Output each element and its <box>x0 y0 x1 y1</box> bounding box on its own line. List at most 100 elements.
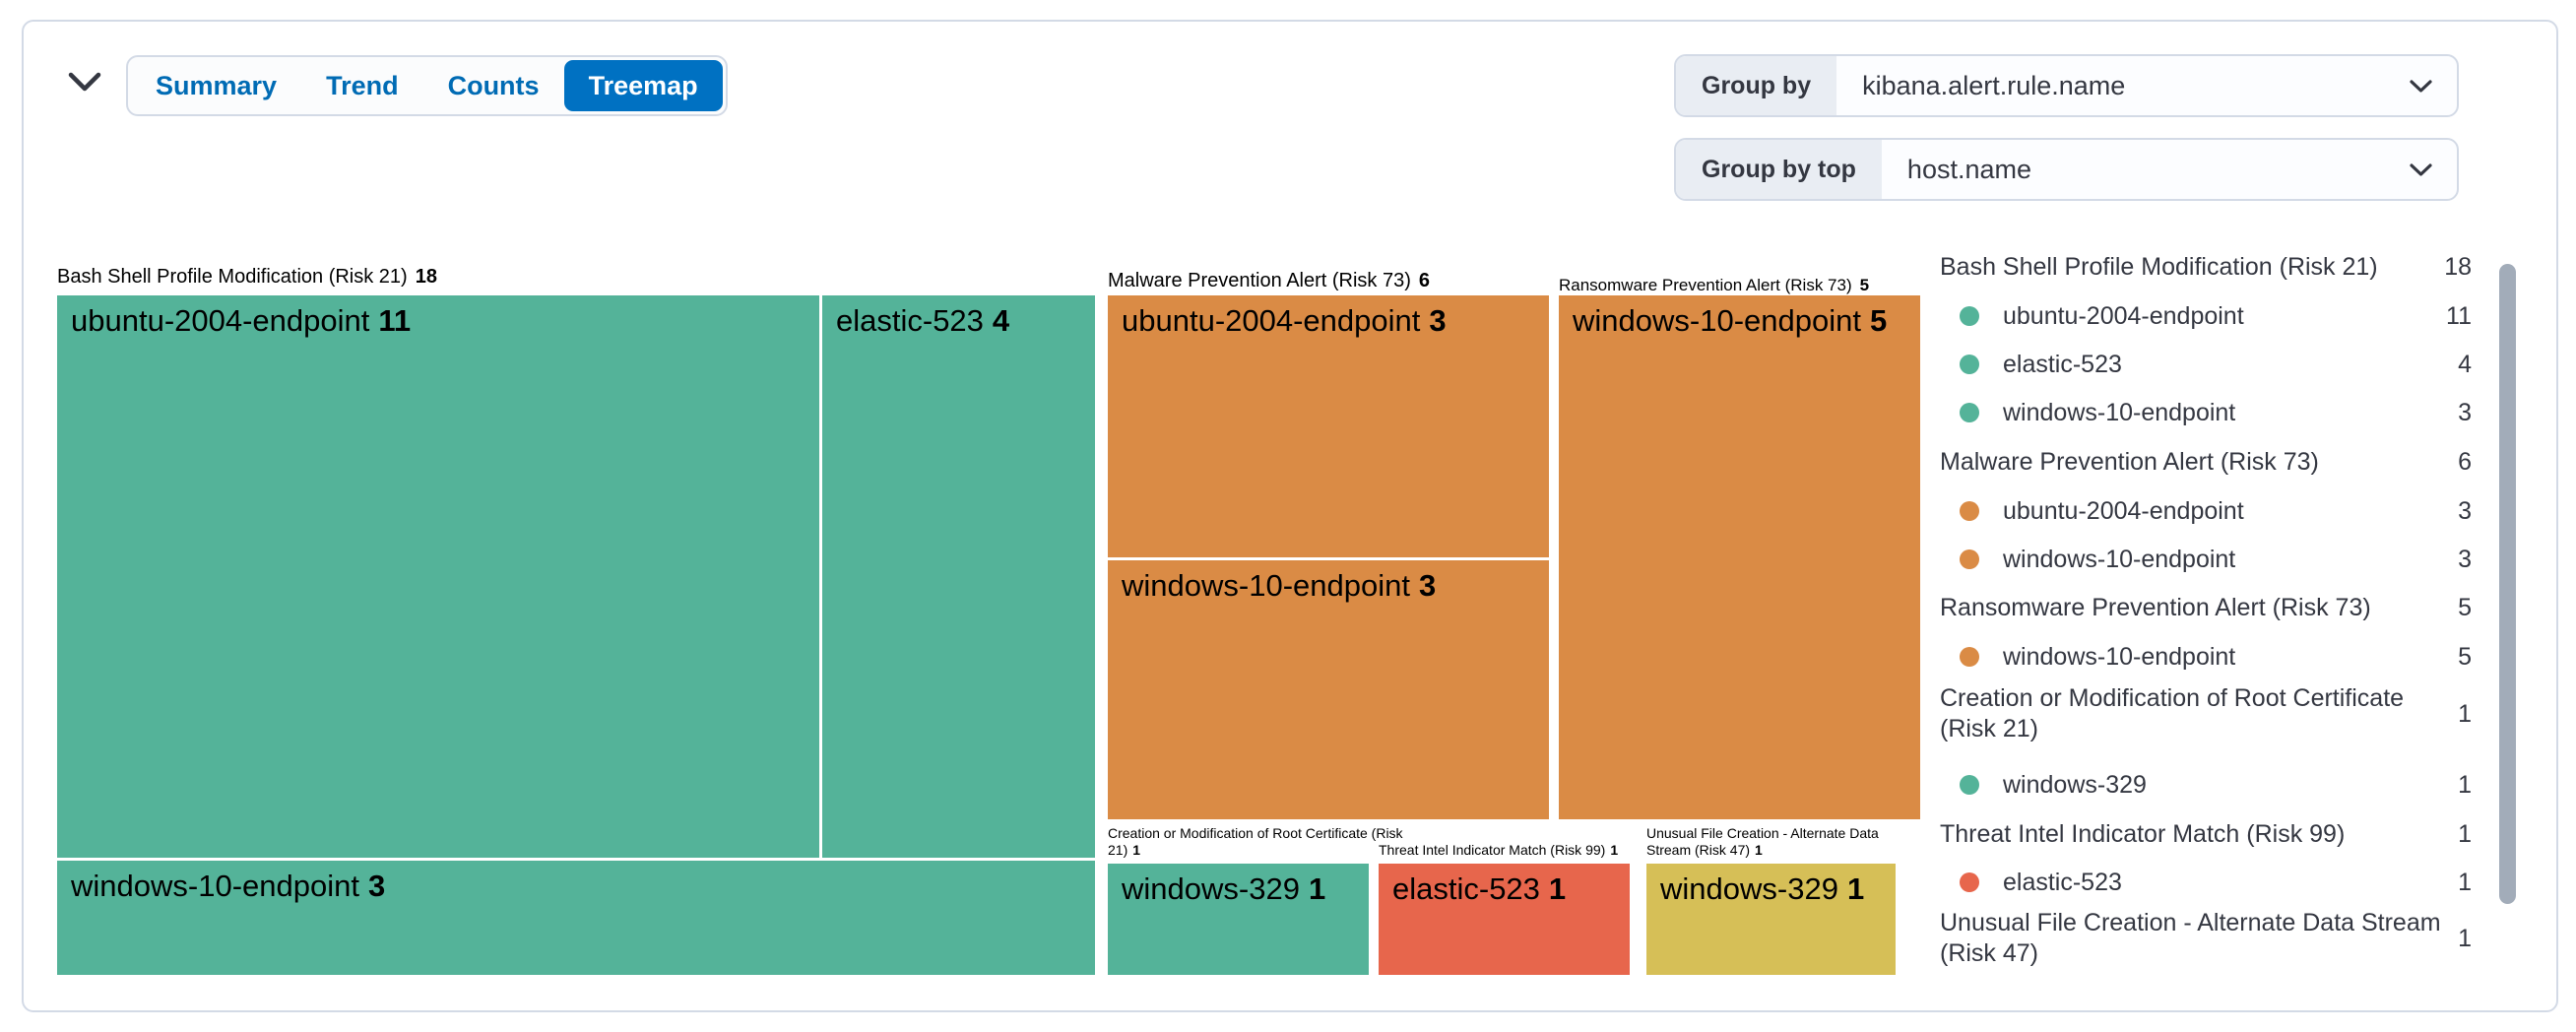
legend-host-row[interactable]: windows-329 1 <box>1940 760 2478 809</box>
chevron-down-icon <box>67 70 102 97</box>
legend-label[interactable]: elastic-523 <box>2003 350 2122 378</box>
legend-count: 1 <box>2458 699 2472 728</box>
cell-host-name: windows-329 <box>1122 871 1300 906</box>
legend-label[interactable]: Malware Prevention Alert (Risk 73) <box>1940 447 2319 476</box>
treemap-group-header: Threat Intel Indicator Match (Risk 99) 1 <box>1379 842 1704 859</box>
cell-host-name: ubuntu-2004-endpoint <box>1122 303 1421 338</box>
legend-host-row[interactable]: windows-10-endpoint 5 <box>1940 632 2478 681</box>
treemap-cell[interactable]: windows-329 1 <box>1108 864 1369 975</box>
legend-rule-row[interactable]: Creation or Modification of Root Certifi… <box>1940 681 2478 746</box>
legend-rule-row[interactable]: Malware Prevention Alert (Risk 73) 6 <box>1940 437 2478 486</box>
group-count: 1 <box>1132 842 1141 858</box>
legend-count: 6 <box>2458 447 2472 476</box>
legend-rule-row[interactable]: Threat Intel Indicator Match (Risk 99) 1 <box>1940 809 2478 859</box>
group-count: 18 <box>415 266 437 288</box>
legend-color-dot-icon <box>1960 501 1979 521</box>
legend-color-dot-icon <box>1960 306 1979 326</box>
treemap-cell[interactable]: elastic-523 4 <box>822 295 1095 858</box>
chevron-down-icon <box>2409 56 2457 115</box>
chevron-down-icon <box>2409 140 2457 199</box>
group-by-select[interactable]: Group by kibana.alert.rule.name <box>1674 54 2459 117</box>
cell-count: 4 <box>992 303 1010 338</box>
legend-host-row[interactable]: ubuntu-2004-endpoint 3 <box>1940 486 2478 536</box>
treemap-group-header: Unusual File Creation - Alternate Data S… <box>1646 825 1912 859</box>
treemap-cell[interactable]: ubuntu-2004-endpoint 3 <box>1108 295 1549 557</box>
treemap-cell[interactable]: ubuntu-2004-endpoint 11 <box>57 295 819 858</box>
group-by-value: kibana.alert.rule.name <box>1862 70 2126 100</box>
collapse-section-button[interactable] <box>57 59 112 106</box>
cell-host-name: windows-10-endpoint <box>71 869 359 903</box>
tab-counts[interactable]: Counts <box>447 70 540 100</box>
treemap-cell[interactable]: windows-10-endpoint 3 <box>1108 560 1549 819</box>
tab-treemap[interactable]: Treemap <box>563 60 723 111</box>
cell-count: 3 <box>367 869 386 903</box>
legend-color-dot-icon <box>1960 647 1979 667</box>
legend-count: 1 <box>2458 868 2472 896</box>
legend-count: 3 <box>2458 545 2472 573</box>
legend-count: 18 <box>2444 252 2472 281</box>
legend-label[interactable]: elastic-523 <box>2003 868 2122 896</box>
cell-count: 3 <box>1429 303 1447 338</box>
group-by-top-select[interactable]: Group by top host.name <box>1674 138 2459 201</box>
legend-label[interactable]: Unusual File Creation - Alternate Data S… <box>1940 909 2441 967</box>
legend-label[interactable]: ubuntu-2004-endpoint <box>2003 301 2244 330</box>
cell-count: 5 <box>1869 303 1888 338</box>
legend-count: 1 <box>2458 770 2472 799</box>
legend-label[interactable]: Threat Intel Indicator Match (Risk 99) <box>1940 819 2346 848</box>
legend-color-dot-icon <box>1960 872 1979 892</box>
legend-host-row[interactable]: ubuntu-2004-endpoint 11 <box>1940 291 2478 341</box>
legend-rule-row[interactable]: Bash Shell Profile Modification (Risk 21… <box>1940 242 2478 291</box>
treemap-group-header: Ransomware Prevention Alert (Risk 73) 5 <box>1559 274 1869 296</box>
legend-label[interactable]: windows-10-endpoint <box>2003 642 2236 671</box>
cell-count: 1 <box>1548 871 1567 906</box>
group-rule-name: Creation or Modification of Root Certifi… <box>1108 825 1403 858</box>
legend-host-row[interactable]: windows-10-endpoint 3 <box>1940 535 2478 584</box>
treemap-group-header: Bash Shell Profile Modification (Risk 21… <box>57 266 437 289</box>
cell-count: 3 <box>1418 568 1437 603</box>
legend-color-dot-icon <box>1960 355 1979 374</box>
group-by-label: Group by <box>1676 56 1837 115</box>
group-by-top-value: host.name <box>1906 154 2031 184</box>
treemap-cell[interactable]: windows-329 1 <box>1646 864 1896 975</box>
legend-label[interactable]: windows-10-endpoint <box>2003 545 2236 573</box>
legend-label[interactable]: ubuntu-2004-endpoint <box>2003 496 2244 525</box>
treemap-cell[interactable]: elastic-523 1 <box>1379 864 1630 975</box>
group-count: 6 <box>1418 270 1431 291</box>
group-rule-name: Bash Shell Profile Modification (Risk 21… <box>57 266 408 288</box>
legend-label[interactable]: windows-329 <box>2003 770 2147 799</box>
legend-label[interactable]: windows-10-endpoint <box>2003 398 2236 426</box>
tab-trend[interactable]: Trend <box>326 70 399 100</box>
legend-label[interactable]: Ransomware Prevention Alert (Risk 73) <box>1940 593 2371 621</box>
group-rule-name: Unusual File Creation - Alternate Data S… <box>1646 825 1879 858</box>
legend-color-dot-icon <box>1960 403 1979 422</box>
legend-count: 3 <box>2458 496 2472 525</box>
group-rule-name: Ransomware Prevention Alert (Risk 73) <box>1559 276 1852 294</box>
treemap-cell[interactable]: windows-10-endpoint 3 <box>57 861 1095 975</box>
group-count: 1 <box>1755 842 1763 858</box>
treemap-cell[interactable]: windows-10-endpoint 5 <box>1559 295 1920 819</box>
group-count: 1 <box>1610 842 1619 858</box>
legend-host-row[interactable]: elastic-523 1 <box>1940 858 2478 907</box>
legend-host-row[interactable]: elastic-523 4 <box>1940 340 2478 389</box>
legend-label[interactable]: Creation or Modification of Root Certifi… <box>1940 684 2405 742</box>
group-count: 5 <box>1859 276 1870 294</box>
cell-host-name: elastic-523 <box>836 303 984 338</box>
cell-host-name: windows-329 <box>1660 871 1838 906</box>
legend-scrollbar-thumb[interactable] <box>2499 264 2516 904</box>
legend-label[interactable]: Bash Shell Profile Modification (Risk 21… <box>1940 252 2378 281</box>
legend-count: 11 <box>2446 301 2472 330</box>
cell-host-name: elastic-523 <box>1392 871 1540 906</box>
legend-count: 5 <box>2458 642 2472 671</box>
cell-host-name: windows-10-endpoint <box>1573 303 1861 338</box>
legend-rule-row[interactable]: Unusual File Creation - Alternate Data S… <box>1940 906 2478 971</box>
tab-summary[interactable]: Summary <box>156 70 278 100</box>
legend-rule-row[interactable]: Ransomware Prevention Alert (Risk 73) 5 <box>1940 583 2478 632</box>
legend-count: 4 <box>2458 350 2472 378</box>
legend-host-row[interactable]: windows-10-endpoint 3 <box>1940 388 2478 437</box>
cell-count: 1 <box>1308 871 1326 906</box>
legend-count: 5 <box>2458 593 2472 621</box>
cell-count: 1 <box>1846 871 1865 906</box>
chart-type-tab-group: Summary Trend Counts Treemap <box>126 55 728 116</box>
group-by-top-label: Group by top <box>1676 140 1882 199</box>
